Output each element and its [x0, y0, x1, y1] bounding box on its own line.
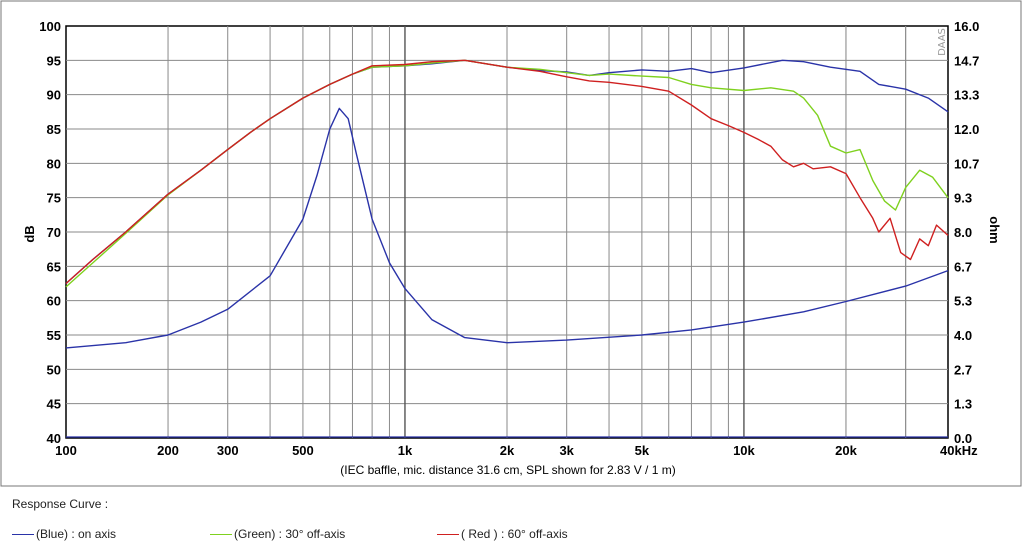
y-right-tick-label: 2.7 — [954, 362, 972, 377]
y-left-tick-label: 95 — [47, 53, 61, 68]
legend-label-red: ( Red ) : 60° off-axis — [461, 527, 568, 541]
chart-svg: 40 45 50 55 60 65 70 75 80 85 90 95 100 0.0 1.3 2.7 4.0 5… — [0, 0, 1022, 487]
series-line-2 — [65, 59, 949, 285]
x-tick-label: 1k — [398, 443, 413, 458]
left-axis-label: dB — [22, 225, 37, 242]
series-line-3 — [65, 107, 949, 349]
y-right-tick-label: 13.3 — [954, 88, 979, 103]
y-right-tick-label: 5.3 — [954, 294, 972, 309]
y-left-tick-label: 55 — [47, 328, 61, 343]
legend: (Blue) : on axis (Green) : 30° off-axis … — [0, 527, 1024, 543]
y-left-tick-label: 40 — [47, 431, 61, 446]
x-tick-label: 200 — [157, 443, 179, 458]
x-tick-label: 5k — [635, 443, 650, 458]
legend-swatch-green — [210, 533, 232, 535]
legend-item-red: ( Red ) : 60° off-axis — [437, 527, 568, 541]
y-right-tick-label: 16.0 — [954, 19, 979, 34]
y-right-tick-label: 8.0 — [954, 225, 972, 240]
y-left-tick-label: 65 — [47, 259, 61, 274]
legend-label-green: (Green) : 30° off-axis — [234, 527, 346, 541]
y-left-tick-label: 45 — [47, 397, 61, 412]
x-tick-label: 20k — [835, 443, 857, 458]
legend-item-green: (Green) : 30° off-axis — [210, 527, 345, 541]
y-left-tick-label: 80 — [47, 156, 61, 171]
x-tick-label: 100 — [55, 443, 77, 458]
legend-swatch-red — [437, 533, 459, 535]
y-right-tick-label: 10.7 — [954, 156, 979, 171]
chart-series — [65, 59, 949, 349]
y-left-tick-label: 90 — [47, 88, 61, 103]
watermark-logo: DAAS — [937, 28, 948, 56]
y-left-tick-label: 100 — [39, 19, 61, 34]
y-right-tick-label: 14.7 — [954, 53, 979, 68]
y-left-tick-label: 85 — [47, 122, 61, 137]
legend-title: Response Curve : — [12, 497, 109, 511]
x-tick-label: 300 — [217, 443, 239, 458]
y-right-tick-label: 6.7 — [954, 259, 972, 274]
chart-ticks: 40 45 50 55 60 65 70 75 80 85 90 95 100 0.0 1.3 2.7 4.0 5… — [39, 19, 979, 458]
x-tick-label: 10k — [733, 443, 755, 458]
y-left-tick-label: 70 — [47, 225, 61, 240]
x-tick-label: 40kHz — [940, 443, 978, 458]
legend-swatch-blue — [12, 533, 34, 535]
y-left-tick-label: 60 — [47, 294, 61, 309]
y-right-tick-label: 0.0 — [954, 431, 972, 446]
y-left-tick-label: 50 — [47, 362, 61, 377]
legend-item-blue: (Blue) : on axis — [12, 527, 116, 541]
x-tick-label: 500 — [292, 443, 314, 458]
y-right-tick-label: 9.3 — [954, 191, 972, 206]
chart-caption: (IEC baffle, mic. distance 31.6 cm, SPL … — [340, 463, 675, 477]
frequency-response-chart: 40 45 50 55 60 65 70 75 80 85 90 95 100 0.0 1.3 2.7 4.0 5… — [0, 0, 1022, 487]
y-left-tick-label: 75 — [47, 191, 61, 206]
x-tick-label: 3k — [559, 443, 574, 458]
y-right-tick-label: 12.0 — [954, 122, 979, 137]
chart-grid — [65, 25, 949, 439]
y-right-tick-label: 4.0 — [954, 328, 972, 343]
right-axis-label: ohm — [987, 216, 1002, 243]
x-tick-label: 2k — [500, 443, 515, 458]
y-right-tick-label: 1.3 — [954, 397, 972, 412]
legend-label-blue: (Blue) : on axis — [36, 527, 117, 541]
